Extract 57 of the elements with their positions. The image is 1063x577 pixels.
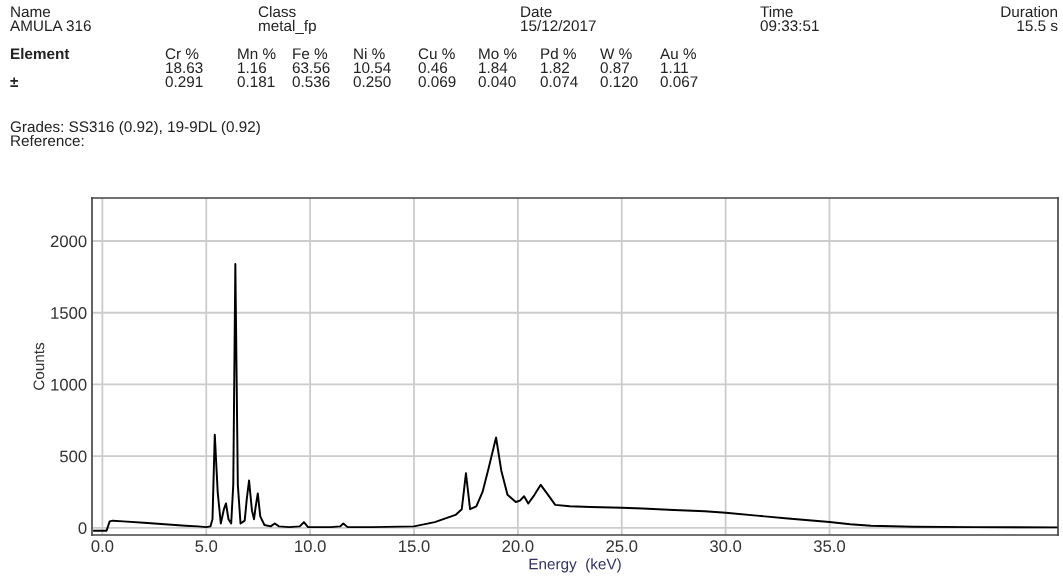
text: 15.5 s <box>1017 20 1058 32</box>
text: 15/12/2017 <box>521 19 596 32</box>
text: 63.56 <box>292 62 330 74</box>
text: 0.181 <box>237 76 275 88</box>
text: 0.87 <box>600 62 629 74</box>
text: 0.46 <box>418 62 448 74</box>
text: Grades: SS316 (0.92), 19-9DL (0.92) <box>10 120 260 136</box>
text: 1.82 <box>541 62 569 74</box>
text: 0.120 <box>600 76 638 88</box>
text: Ni % <box>354 47 385 60</box>
y-tick-label: 2000 <box>50 235 87 248</box>
y-tick-label: 1000 <box>51 378 87 391</box>
y-tick-label: 500 <box>60 450 87 463</box>
x-tick-label: 20.0 <box>502 540 534 553</box>
x-tick-label: 35.0 <box>813 540 846 553</box>
text: W % <box>600 48 632 60</box>
x-tick-label: 30.0 <box>710 540 742 553</box>
text: ± <box>10 77 19 87</box>
y-tick-label: 1500 <box>51 307 87 319</box>
x-tick-label: 10.0 <box>295 540 326 553</box>
x-tick-label: 5.0 <box>195 540 218 553</box>
text: metal_fp <box>259 19 316 35</box>
text: Pd % <box>541 47 576 60</box>
text: 0.250 <box>353 76 391 88</box>
text: Mo % <box>479 48 517 60</box>
text: Name <box>11 6 51 18</box>
text: Class <box>258 5 296 18</box>
text: 1.11 <box>661 62 688 73</box>
text: Element <box>11 47 70 60</box>
text: Mn % <box>238 48 276 60</box>
text: Au % <box>660 48 696 60</box>
x-tick-label: 15.0 <box>399 540 430 553</box>
text: 0.536 <box>292 76 330 88</box>
text: 0.074 <box>540 76 578 88</box>
text: Reference: <box>11 134 84 147</box>
text: 1.16 <box>238 62 267 74</box>
y-tick-label: 0 <box>78 522 87 535</box>
x-tick-label: 25.0 <box>606 540 638 553</box>
text: 10.54 <box>354 62 391 74</box>
text: Cu % <box>418 48 455 60</box>
text: Fe % <box>293 48 328 60</box>
y-axis-title: Counts <box>33 342 45 390</box>
text: AMULA 316 <box>10 20 91 32</box>
text: 1.84 <box>479 62 508 74</box>
text: Date <box>521 6 552 18</box>
text: 0.040 <box>478 76 516 88</box>
text: Time <box>760 5 793 18</box>
text: 0.291 <box>165 76 203 88</box>
line-series <box>93 263 1058 532</box>
x-tick-label: 0.0 <box>91 540 114 553</box>
text: Cr % <box>165 48 199 60</box>
text: Duration <box>1001 5 1058 18</box>
text: 18.63 <box>166 62 203 74</box>
x-axis-title: Energy (keV) <box>529 558 621 573</box>
text: 0.067 <box>660 76 698 88</box>
text: 09:33:51 <box>760 20 819 32</box>
text: 0.069 <box>418 76 456 88</box>
